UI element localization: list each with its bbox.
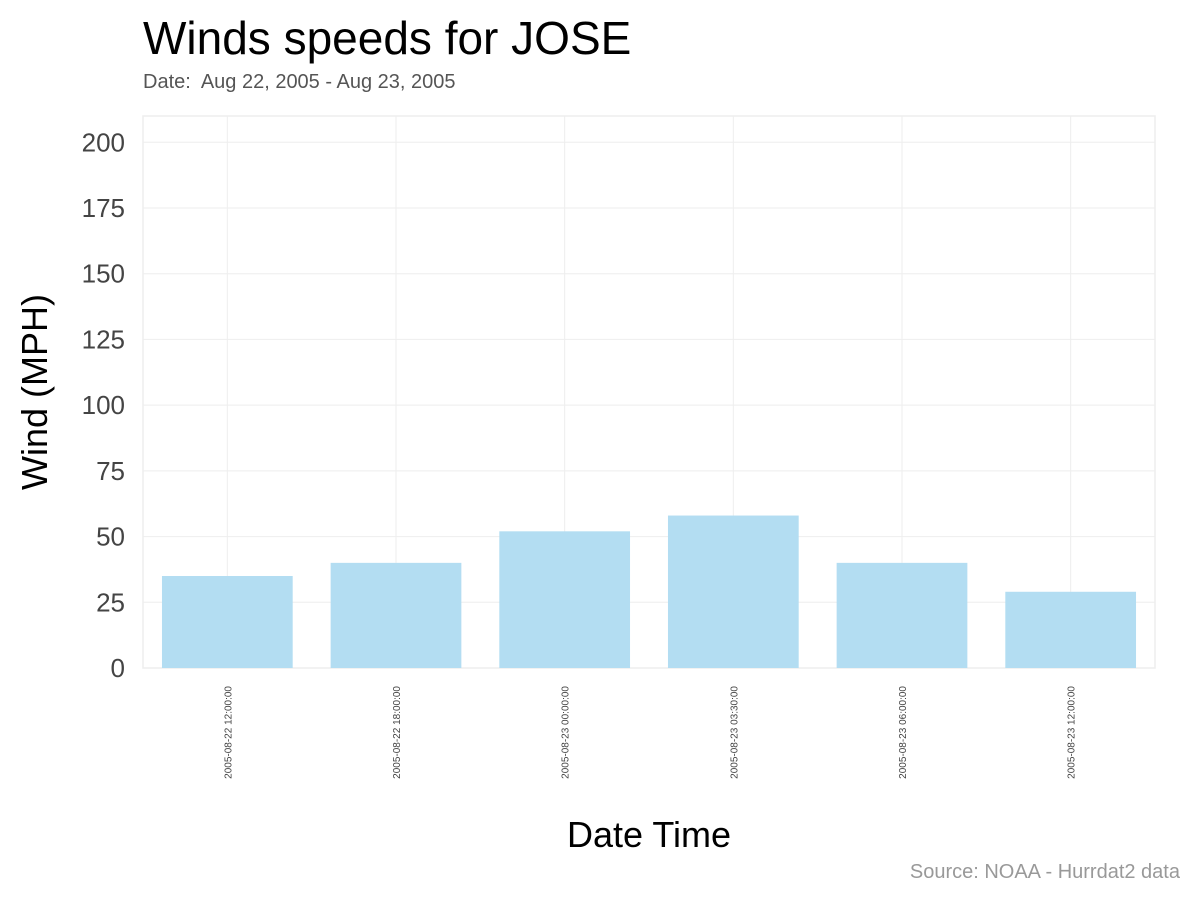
bars	[161, 515, 1137, 668]
y-tick-label: 75	[96, 456, 125, 486]
x-tick-label: 2005-08-23 00:00:00	[561, 686, 572, 779]
y-tick-label: 50	[96, 522, 125, 552]
chart-subtitle: Date: Aug 22, 2005 - Aug 23, 2005	[143, 71, 456, 93]
x-tick-label: 2005-08-23 03:30:00	[729, 686, 740, 779]
y-tick-label: 0	[111, 653, 125, 683]
y-tick-label: 25	[96, 587, 125, 617]
x-axis-ticks: 2005-08-22 12:00:00 2005-08-22 18:00:00 20…	[223, 686, 1077, 779]
bar	[836, 562, 968, 668]
y-axis-title: Wind (MPH)	[14, 294, 55, 490]
x-tick-label: 2005-08-23 06:00:00	[898, 686, 909, 779]
chart-title: Winds speeds for JOSE	[143, 12, 632, 64]
bar	[499, 531, 631, 668]
grid-lines	[143, 116, 1155, 669]
source-caption: Source: NOAA - Hurrdat2 data	[909, 861, 1180, 883]
y-tick-label: 100	[82, 390, 125, 420]
x-axis-title: Date Time	[567, 814, 731, 855]
bar	[330, 562, 462, 668]
bar	[667, 515, 799, 668]
y-axis-ticks: 0 25 50 75 100 125 150 175 200	[82, 127, 125, 683]
y-tick-label: 125	[82, 324, 125, 354]
bar	[1005, 591, 1137, 668]
y-tick-label: 150	[82, 259, 125, 289]
plot-panel-border	[142, 115, 1156, 669]
y-tick-label: 175	[82, 193, 125, 223]
x-tick-label: 2005-08-22 18:00:00	[392, 686, 403, 779]
y-tick-label: 200	[82, 127, 125, 157]
x-tick-label: 2005-08-22 12:00:00	[223, 686, 234, 779]
bar	[161, 576, 293, 668]
x-tick-label: 2005-08-23 12:00:00	[1067, 686, 1078, 779]
